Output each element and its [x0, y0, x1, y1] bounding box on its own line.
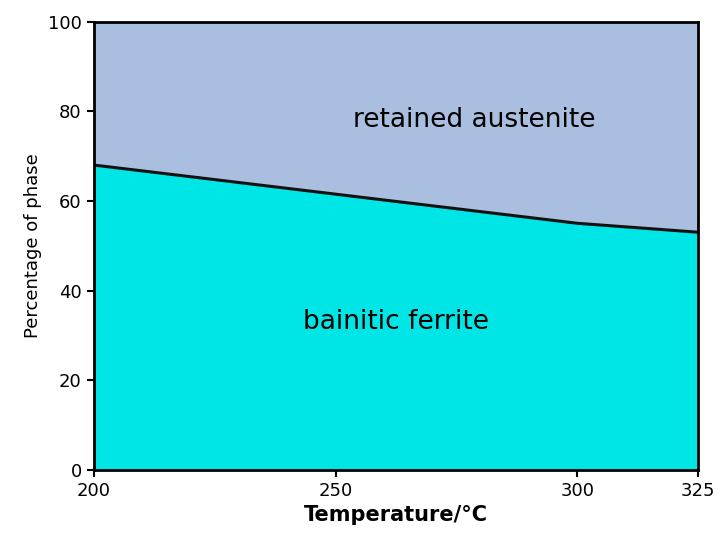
X-axis label: Temperature/°C: Temperature/°C: [304, 505, 488, 525]
Text: bainitic ferrite: bainitic ferrite: [303, 309, 489, 335]
Y-axis label: Percentage of phase: Percentage of phase: [24, 153, 42, 338]
Text: retained austenite: retained austenite: [354, 107, 596, 133]
